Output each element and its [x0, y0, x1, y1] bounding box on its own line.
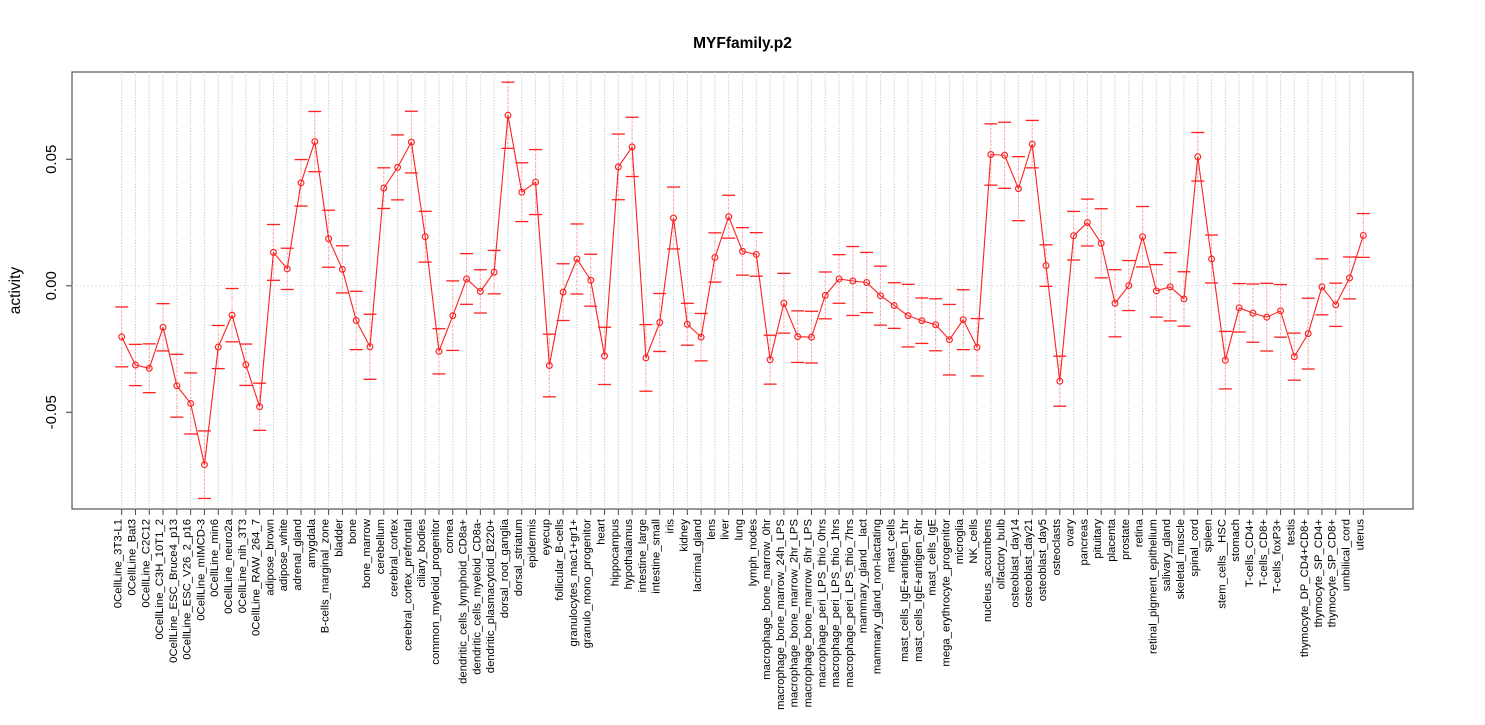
svg-text:activity: activity	[7, 267, 24, 315]
svg-text:follicular_B-cells: follicular_B-cells	[554, 519, 566, 601]
svg-text:macrophage_bone_marrow_0hr: macrophage_bone_marrow_0hr	[761, 519, 773, 680]
svg-text:macrophage_peri_LPS_thio_0hrs: macrophage_peri_LPS_thio_0hrs	[816, 519, 828, 688]
svg-text:salivary_gland: salivary_gland	[1161, 519, 1173, 591]
svg-text:0CellLine_ESC_V26_2_p16: 0CellLine_ESC_V26_2_p16	[182, 519, 194, 660]
svg-text:thymocyte_SP_CD8+: thymocyte_SP_CD8+	[1327, 519, 1339, 628]
svg-text:adipose_white: adipose_white	[278, 519, 290, 591]
svg-text:hippocampus: hippocampus	[609, 519, 621, 587]
svg-text:0CellLine_C2C12: 0CellLine_C2C12	[140, 519, 152, 608]
svg-text:mammary_gland__lact: mammary_gland__lact	[858, 518, 870, 633]
svg-text:osteoblast_day5: osteoblast_day5	[1037, 519, 1049, 601]
svg-text:0CellLine_RAW_264_7: 0CellLine_RAW_264_7	[251, 519, 263, 636]
svg-text:0CellLine_Bat3: 0CellLine_Bat3	[126, 519, 138, 596]
svg-text:0CellLine_mIMCD-3: 0CellLine_mIMCD-3	[195, 519, 207, 621]
svg-text:dorsal_root_ganglia: dorsal_root_ganglia	[499, 518, 511, 618]
svg-text:T-cells_CD8+: T-cells_CD8+	[1258, 519, 1270, 588]
svg-text:kidney: kidney	[678, 519, 690, 552]
svg-text:prostate: prostate	[1120, 519, 1132, 560]
svg-text:0CellLine_nih_3T3: 0CellLine_nih_3T3	[237, 519, 249, 613]
svg-text:eyecup: eyecup	[540, 519, 552, 555]
svg-text:hypothalamus: hypothalamus	[623, 519, 635, 590]
svg-text:lung: lung	[734, 519, 746, 540]
svg-text:placenta: placenta	[1106, 518, 1118, 561]
svg-text:cerebellum: cerebellum	[375, 519, 387, 574]
svg-text:T-cells_CD4+: T-cells_CD4+	[1244, 519, 1256, 588]
svg-text:mast_cells_IgE+antigen_6hr: mast_cells_IgE+antigen_6hr	[913, 519, 925, 662]
svg-text:spinal_cord: spinal_cord	[1189, 519, 1201, 577]
svg-text:NK_cells: NK_cells	[968, 519, 980, 564]
svg-text:osteoblast_day21: osteoblast_day21	[1023, 519, 1035, 608]
svg-text:spleen: spleen	[1203, 519, 1215, 552]
svg-text:mast_cells_IgE+antigen_1hr: mast_cells_IgE+antigen_1hr	[899, 519, 911, 662]
svg-text:ciliary_bodies: ciliary_bodies	[416, 519, 428, 588]
svg-text:0.00: 0.00	[43, 271, 60, 300]
svg-text:uterus: uterus	[1354, 519, 1366, 551]
svg-text:cornea: cornea	[444, 518, 456, 553]
svg-text:0CellLine_3T3-L1: 0CellLine_3T3-L1	[113, 519, 125, 608]
svg-text:amygdala: amygdala	[306, 518, 318, 568]
svg-text:microglia: microglia	[954, 518, 966, 564]
svg-text:retinal_pigment_epithelium: retinal_pigment_epithelium	[1147, 519, 1159, 654]
svg-text:adipose_brown: adipose_brown	[264, 519, 276, 596]
svg-text:skeletal_muscle: skeletal_muscle	[1175, 519, 1187, 599]
svg-text:thymocyte_SP_CD4+: thymocyte_SP_CD4+	[1313, 519, 1325, 628]
svg-text:B-cells_marginal_zone: B-cells_marginal_zone	[320, 519, 332, 633]
svg-text:-0.05: -0.05	[43, 395, 60, 429]
svg-text:mega_erythrocyte_progenitor: mega_erythrocyte_progenitor	[940, 519, 952, 667]
svg-text:lacrimal_gland: lacrimal_gland	[692, 519, 704, 592]
svg-text:0CellLine_min6: 0CellLine_min6	[209, 519, 221, 597]
svg-text:cerebral_cortex_prefrontal: cerebral_cortex_prefrontal	[402, 519, 414, 651]
svg-text:pancreas: pancreas	[1078, 519, 1090, 566]
svg-text:macrophage_bone_marrow_2hr_LPS: macrophage_bone_marrow_2hr_LPS	[789, 519, 801, 708]
svg-text:macrophage_bone_marrow_6hr_LPS: macrophage_bone_marrow_6hr_LPS	[802, 519, 814, 708]
svg-text:cerebral_cortex: cerebral_cortex	[389, 519, 401, 597]
svg-text:adrenal_gland: adrenal_gland	[292, 519, 304, 591]
svg-text:T-cells_foxP3+: T-cells_foxP3+	[1272, 519, 1284, 594]
svg-text:iris: iris	[665, 519, 677, 534]
svg-text:pituitary: pituitary	[1092, 519, 1104, 559]
svg-text:macrophage_peri_LPS_thio_7hrs: macrophage_peri_LPS_thio_7hrs	[844, 519, 856, 688]
svg-text:thymocyte_DP_CD4+CD8+: thymocyte_DP_CD4+CD8+	[1299, 519, 1311, 658]
svg-text:umbilical_cord: umbilical_cord	[1341, 519, 1353, 591]
svg-text:bladder: bladder	[333, 519, 345, 557]
svg-text:stomach: stomach	[1230, 519, 1242, 562]
svg-text:epidermis: epidermis	[527, 519, 539, 568]
svg-text:lens: lens	[706, 519, 718, 540]
svg-text:0CellLine_C3H_10T1_2: 0CellLine_C3H_10T1_2	[154, 519, 166, 640]
svg-text:0.05: 0.05	[43, 145, 60, 174]
svg-text:lymph_nodes: lymph_nodes	[747, 519, 759, 587]
svg-text:intestine_small: intestine_small	[651, 519, 663, 594]
svg-text:ovary: ovary	[1065, 519, 1077, 547]
svg-text:bone: bone	[347, 519, 359, 544]
svg-text:MYFfamily.p2: MYFfamily.p2	[693, 35, 792, 52]
svg-text:retina: retina	[1134, 518, 1146, 547]
svg-text:common_myeloid_progenitor: common_myeloid_progenitor	[430, 519, 442, 665]
svg-text:bone_marrow: bone_marrow	[361, 518, 373, 588]
svg-text:osteoblast_day14: osteoblast_day14	[1009, 519, 1021, 608]
svg-text:dorsal_striatum: dorsal_striatum	[513, 519, 525, 596]
svg-text:osteoclasts: osteoclasts	[1051, 519, 1063, 576]
svg-text:granulocytes_mac1+gr1+: granulocytes_mac1+gr1+	[568, 519, 580, 647]
svg-text:dendritic_plasmacytoid_B220+: dendritic_plasmacytoid_B220+	[485, 519, 497, 674]
svg-text:macrophage_peri_LPS_thio_1hrs: macrophage_peri_LPS_thio_1hrs	[830, 519, 842, 688]
svg-text:macrophage_bone_marrow_24h_LPS: macrophage_bone_marrow_24h_LPS	[775, 519, 787, 710]
svg-text:intestine_large: intestine_large	[637, 519, 649, 592]
svg-text:olfactory_bulb: olfactory_bulb	[996, 519, 1008, 589]
svg-text:granulo_mono_progenitor: granulo_mono_progenitor	[582, 519, 594, 649]
svg-text:dendritic_cells_lymphoid_CD8a+: dendritic_cells_lymphoid_CD8a+	[458, 519, 470, 684]
svg-text:nucleus_accumbens: nucleus_accumbens	[982, 519, 994, 622]
svg-text:stem_cells__HSC: stem_cells__HSC	[1216, 519, 1228, 609]
svg-text:mast_cells: mast_cells	[885, 519, 897, 573]
svg-text:mast_cells_IgE: mast_cells_IgE	[927, 519, 939, 596]
svg-text:liver: liver	[720, 519, 732, 540]
svg-text:mammary_gland_non-lactating: mammary_gland_non-lactating	[871, 519, 883, 674]
svg-text:0CellLine_ESC_Bruce4_p13: 0CellLine_ESC_Bruce4_p13	[168, 519, 180, 663]
svg-text:heart: heart	[596, 518, 608, 545]
svg-text:dendritic_cells_myeloid_CD8a-: dendritic_cells_myeloid_CD8a-	[471, 519, 483, 675]
svg-text:testis: testis	[1285, 519, 1297, 546]
svg-text:0CellLine_neuro2a: 0CellLine_neuro2a	[223, 518, 235, 614]
